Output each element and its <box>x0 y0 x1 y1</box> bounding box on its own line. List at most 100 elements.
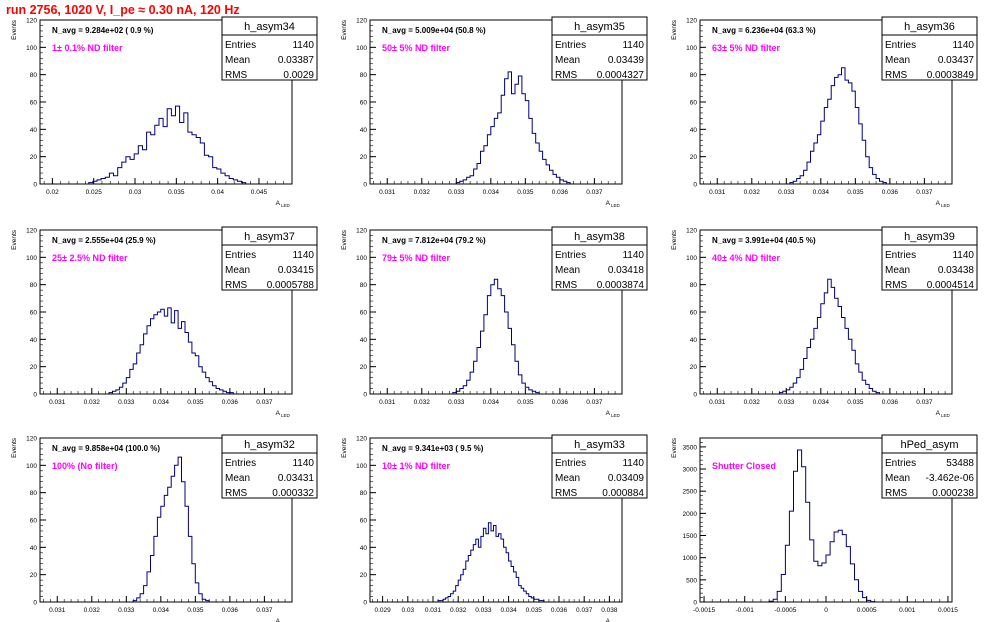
stats-title: h_asym38 <box>574 231 625 243</box>
y-tick-label: 120 <box>26 436 37 443</box>
histogram-line <box>789 67 887 184</box>
x-tick-label: 0.033 <box>118 607 135 614</box>
histogram-line <box>132 456 210 602</box>
x-tick-label: 0.036 <box>882 189 899 196</box>
y-tick-label: 80 <box>30 490 38 497</box>
x-axis-label: A <box>936 200 941 207</box>
stats-label: Entries <box>225 40 256 51</box>
x-tick-label: 0.038 <box>601 607 618 614</box>
y-tick-label: 60 <box>690 100 698 107</box>
x-tick-label: 0.0005 <box>857 607 877 614</box>
y-tick-label: 500 <box>686 577 697 584</box>
filter-note: 10± 1% ND filter <box>382 461 450 471</box>
x-tick-label: -0.001 <box>735 607 754 614</box>
x-axis-label: A <box>276 618 281 622</box>
y-tick-label: 120 <box>26 18 37 25</box>
pad-hPed_asym: 0 500 1000 1500 2000 2500 3000 3500 -0.0015 -0.00… <box>671 434 978 614</box>
y-axis-label: Events <box>671 437 678 458</box>
stats-title: h_asym33 <box>574 439 625 451</box>
filter-note: 50± 5% ND filter <box>382 43 450 53</box>
y-axis-label: Events <box>11 229 18 250</box>
x-tick-label: 0.037 <box>586 399 603 406</box>
stats-label: RMS <box>885 488 908 499</box>
navg-header: N_avg = 9.341e+03 ( 9.5 %) <box>382 444 484 453</box>
y-tick-label: 1500 <box>683 533 698 540</box>
x-tick-label: 0.036 <box>552 189 569 196</box>
filter-note: 40± 4% ND filter <box>712 253 780 263</box>
histogram-line <box>108 307 234 394</box>
stats-box <box>221 244 318 291</box>
y-tick-label: 20 <box>360 154 368 161</box>
stats-value: 0.0004514 <box>927 280 975 291</box>
y-tick-label: 100 <box>26 45 37 52</box>
x-tick-label: 0.033 <box>118 399 135 406</box>
stats-value: 0.000332 <box>272 488 314 499</box>
x-tick-label: 0.035 <box>526 607 543 614</box>
stats-label: Entries <box>885 458 916 469</box>
x-tick-label: 0.035 <box>187 607 204 614</box>
stats-label: RMS <box>555 70 578 81</box>
stats-title: h_asym34 <box>244 21 295 33</box>
stats-label: RMS <box>885 280 908 291</box>
x-axis-label-sub: LED <box>611 203 621 208</box>
x-tick-label: -0.0015 <box>693 607 715 614</box>
y-axis-label: Events <box>341 19 348 40</box>
stats-title: h_asym39 <box>904 231 955 243</box>
stats-label: RMS <box>555 280 578 291</box>
x-tick-label: 0.037 <box>576 607 593 614</box>
y-tick-label: 0 <box>693 182 697 189</box>
x-tick-label: 0.037 <box>256 607 273 614</box>
stats-value: 0.0029 <box>283 70 314 81</box>
stats-label: Entries <box>225 458 256 469</box>
y-tick-label: 0 <box>363 392 367 399</box>
x-tick-label: 0.04 <box>211 189 224 196</box>
y-axis-label: Events <box>11 437 18 458</box>
stats-label: RMS <box>555 488 578 499</box>
y-tick-label: 0 <box>33 392 37 399</box>
y-tick-label: 20 <box>690 364 698 371</box>
stats-value: 1140 <box>952 40 974 51</box>
stats-value: 0.0003849 <box>927 70 975 81</box>
pad-h_asym32: 0 20 40 60 80 100 120 0.031 0.032 0.033 0.034 0.035… <box>11 434 318 622</box>
y-tick-label: 3000 <box>683 467 698 474</box>
stats-label: Entries <box>885 40 916 51</box>
navg-header: N_avg = 2.555e+04 (25.9 %) <box>52 236 156 245</box>
stats-box <box>551 34 648 81</box>
y-tick-label: 40 <box>30 127 38 134</box>
stats-value: 0.03438 <box>938 265 975 276</box>
pad-h_asym34: 0 20 40 60 80 100 120 0.02 0.025 0.03 0.035 0.04 0.0… <box>11 16 318 208</box>
y-tick-label: 2000 <box>683 511 698 518</box>
stats-value: 0.000884 <box>602 488 644 499</box>
filter-note: 1± 0.1% ND filter <box>52 43 123 53</box>
x-tick-label: 0.031 <box>379 399 396 406</box>
y-tick-label: 120 <box>356 18 367 25</box>
y-tick-label: 0 <box>693 392 697 399</box>
stats-value: 0.03439 <box>608 55 645 66</box>
stats-label: Entries <box>555 458 586 469</box>
y-tick-label: 40 <box>360 545 368 552</box>
histogram-line <box>455 71 571 184</box>
x-axis-label-sub: LED <box>941 413 951 418</box>
stats-title: h_asym35 <box>574 21 625 33</box>
y-tick-label: 120 <box>26 228 37 235</box>
y-tick-label: 100 <box>26 255 37 262</box>
navg-header: N_avg = 9.858e+04 (100.0 %) <box>52 444 160 453</box>
x-tick-label: 0.031 <box>709 189 726 196</box>
y-tick-label: 0 <box>363 600 367 607</box>
x-tick-label: 0.029 <box>374 607 391 614</box>
stats-value: 0.0005788 <box>267 280 315 291</box>
stats-value: 1140 <box>622 250 644 261</box>
x-tick-label: 0.033 <box>778 189 795 196</box>
navg-header: N_avg = 6.236e+04 (63.3 %) <box>712 26 816 35</box>
x-tick-label: 0.001 <box>899 607 916 614</box>
x-tick-label: 0.036 <box>222 399 239 406</box>
x-tick-label: 0.036 <box>552 399 569 406</box>
navg-header: N_avg = 5.009e+04 (50.8 %) <box>382 26 486 35</box>
y-tick-label: 120 <box>686 18 697 25</box>
x-tick-label: 0.033 <box>448 399 465 406</box>
stats-title: hPed_asym <box>900 439 958 451</box>
histogram-line <box>437 522 545 602</box>
y-tick-label: 100 <box>686 45 697 52</box>
stats-value: 1140 <box>622 458 644 469</box>
